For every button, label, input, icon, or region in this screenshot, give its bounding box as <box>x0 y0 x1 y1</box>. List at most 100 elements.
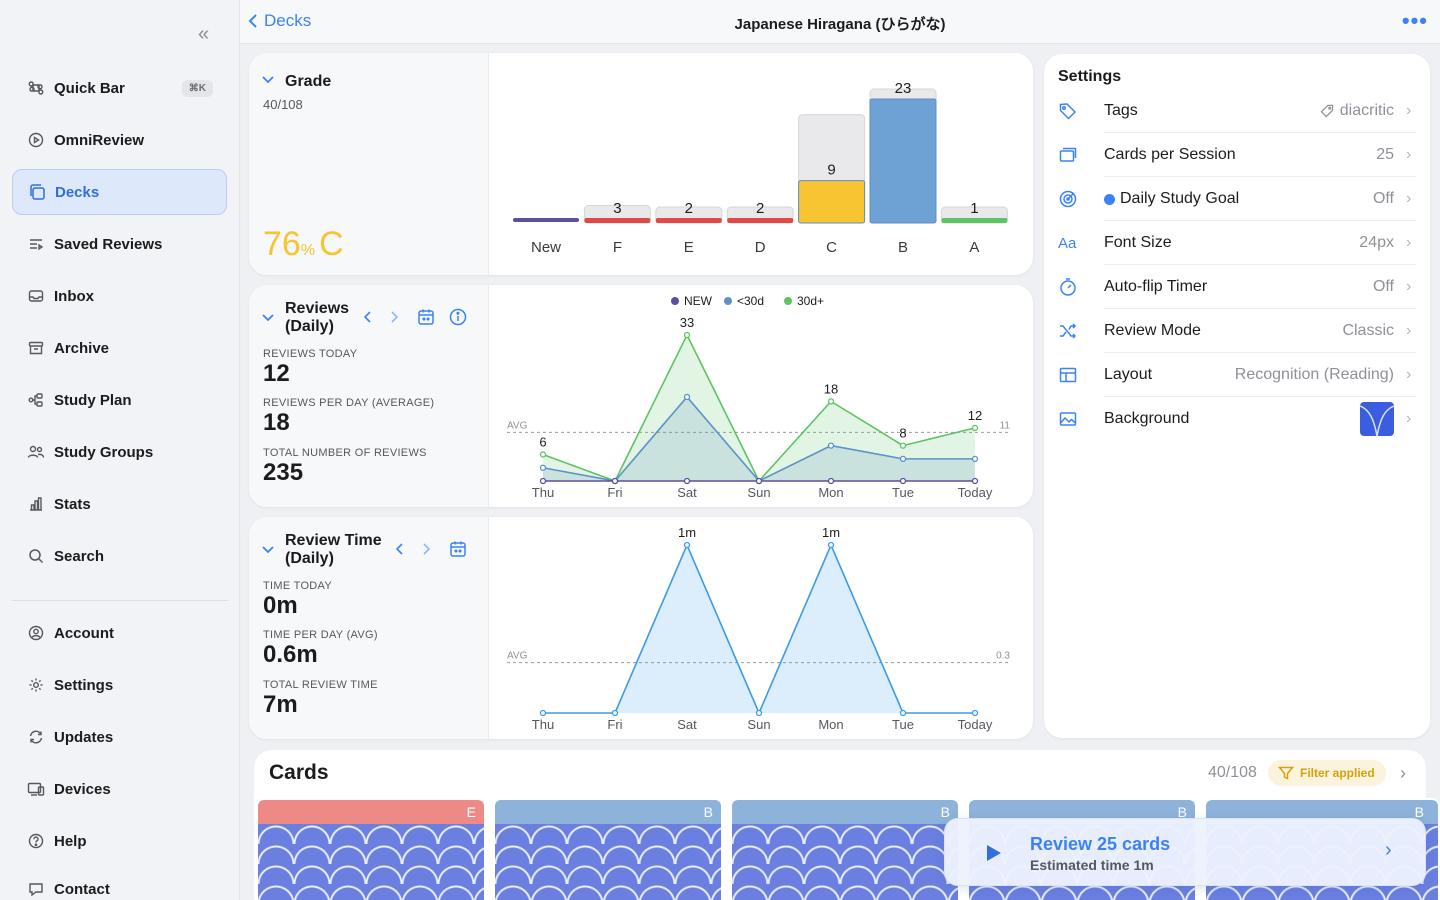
chevron-down-icon <box>262 546 274 554</box>
setting-label: Font Size <box>1104 234 1172 251</box>
shortcut-badge: ⌘K <box>181 79 213 97</box>
sidebar-item-contact[interactable]: Contact <box>12 866 227 900</box>
setting-tags[interactable]: Tags diacritic › <box>1058 89 1416 133</box>
data-label: 18 <box>824 381 838 396</box>
sidebar-item-omnireview[interactable]: OmniReview <box>12 117 227 163</box>
sidebar-item-label: Decks <box>55 183 100 201</box>
sidebar-item-quick-bar[interactable]: Quick Bar ⌘K <box>12 65 227 111</box>
x-axis-label: Fri <box>607 485 622 500</box>
legend-dot <box>671 297 679 305</box>
cards-count: 40/108 <box>1208 764 1257 781</box>
setting-daily-study-goal[interactable]: Daily Study Goal Off › <box>1058 177 1416 221</box>
collapse-sidebar-icon[interactable]: « <box>198 23 210 45</box>
chevron-left-icon[interactable] <box>361 309 373 325</box>
sidebar-item-decks[interactable]: Decks <box>12 169 227 215</box>
grade-score-value: 76 <box>263 225 301 263</box>
x-axis-label: Mon <box>818 717 843 732</box>
sidebar-item-settings[interactable]: Settings <box>12 662 227 708</box>
chevron-right-icon[interactable] <box>389 309 401 325</box>
card-grade: E <box>258 800 484 824</box>
setting-label: Auto-flip Timer <box>1104 278 1208 295</box>
card-pattern <box>732 824 958 900</box>
sidebar-item-label: Archive <box>54 339 110 357</box>
row-divider <box>1104 176 1416 177</box>
review-time-title[interactable]: Review Time (Daily) <box>285 532 382 568</box>
x-axis-label: Mon <box>818 485 843 500</box>
data-label: 1m <box>678 525 696 540</box>
setting-layout[interactable]: Layout Recognition (Reading) › <box>1058 353 1416 397</box>
chevron-right-icon: › <box>1406 322 1412 339</box>
setting-value: Classic <box>1342 322 1394 339</box>
sidebar-item-search[interactable]: Search <box>12 533 227 579</box>
account-icon <box>26 623 46 643</box>
command-icon <box>26 78 46 98</box>
time-today-value: 0m <box>263 592 298 619</box>
reviews-area-chart: AVG 11 6 33 18 8 12 Thu Fri Sat Sun Mon Tue Today NEW <… <box>507 294 1010 500</box>
sidebar-item-study-plan[interactable]: Study Plan <box>12 377 227 423</box>
sidebar-item-stats[interactable]: Stats <box>12 481 227 527</box>
data-point <box>611 477 619 485</box>
time-today-label: TIME TODAY <box>263 580 333 592</box>
data-point <box>899 477 907 485</box>
more-options-icon[interactable]: ••• <box>1401 8 1428 33</box>
sidebar-item-study-groups[interactable]: Study Groups <box>12 429 227 475</box>
calendar-icon[interactable] <box>417 308 435 326</box>
data-point <box>683 541 691 549</box>
data-point <box>899 709 907 717</box>
sidebar: « Quick Bar ⌘K OmniReview Decks Saved Re… <box>0 0 240 900</box>
time-total-value: 7m <box>263 691 298 718</box>
setting-review-mode[interactable]: Review Mode Classic › <box>1058 309 1416 353</box>
data-point <box>683 477 691 485</box>
data-label: 8 <box>899 426 906 441</box>
grade-bar-f <box>584 218 651 223</box>
sidebar-item-inbox[interactable]: Inbox <box>12 273 227 319</box>
review-cards-button[interactable]: Review 25 cards Estimated time 1m › <box>944 818 1426 886</box>
sidebar-item-label: Inbox <box>54 287 94 305</box>
setting-cards-per-session[interactable]: Cards per Session 25 › <box>1058 133 1416 177</box>
data-point <box>971 455 979 463</box>
grade-title[interactable]: Grade <box>285 73 332 90</box>
shuffle-icon <box>1058 321 1084 341</box>
back-button[interactable]: Decks <box>248 11 311 31</box>
timer-icon <box>1058 277 1084 297</box>
calendar-icon[interactable] <box>449 540 467 558</box>
play-circle-icon <box>26 130 46 150</box>
reviews-title[interactable]: Reviews (Daily) <box>285 300 349 336</box>
info-icon[interactable] <box>449 308 467 326</box>
chevron-right-icon[interactable] <box>421 541 433 557</box>
sidebar-item-help[interactable]: Help <box>12 818 227 864</box>
setting-background[interactable]: Background › <box>1058 397 1416 441</box>
sidebar-item-devices[interactable]: Devices <box>12 766 227 812</box>
review-time-summary: Review Time (Daily) TIME TODAY 0m TIME PE… <box>249 517 489 739</box>
sidebar-item-label: Study Plan <box>54 391 132 409</box>
grade-bar-value: 23 <box>895 80 912 97</box>
grade-bar-value: 2 <box>756 200 764 217</box>
sidebar-item-updates[interactable]: Updates <box>12 714 227 760</box>
sidebar-item-label: Account <box>54 624 114 642</box>
card-thumbnail[interactable]: B <box>493 798 723 900</box>
data-label: 6 <box>539 434 546 449</box>
sidebar-item-archive[interactable]: Archive <box>12 325 227 371</box>
reviews-title-line1: Reviews <box>285 300 350 317</box>
card-thumbnail[interactable]: B <box>730 798 960 900</box>
grade-bar-c <box>798 180 866 224</box>
chevron-left-icon[interactable] <box>393 541 405 557</box>
setting-font-size[interactable]: Aa Font Size 24px › <box>1058 221 1416 265</box>
filter-label: Filter applied <box>1300 766 1375 780</box>
back-label: Decks <box>264 11 312 30</box>
data-point <box>827 477 835 485</box>
grade-bar-value: 1 <box>970 200 978 217</box>
chevron-right-icon[interactable]: › <box>1400 763 1406 783</box>
setting-auto-flip-timer[interactable]: Auto-flip Timer Off › <box>1058 265 1416 309</box>
data-point <box>971 424 979 432</box>
series-area <box>543 545 975 713</box>
filter-badge[interactable]: Filter applied <box>1268 760 1386 786</box>
sidebar-item-saved-reviews[interactable]: Saved Reviews <box>12 221 227 267</box>
sidebar-item-account[interactable]: Account <box>12 610 227 656</box>
row-divider <box>1104 132 1416 133</box>
review-cta-subtitle: Estimated time 1m <box>1030 857 1154 873</box>
data-label: 33 <box>680 315 694 330</box>
grade-bar-a <box>941 218 1008 223</box>
target-icon <box>1058 189 1084 209</box>
card-thumbnail[interactable]: E <box>256 798 486 900</box>
